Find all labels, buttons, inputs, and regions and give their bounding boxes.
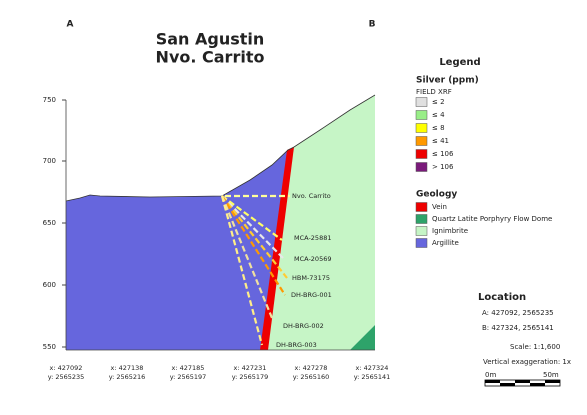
legend-swatch	[415, 136, 428, 146]
legend-swatch	[415, 162, 428, 172]
vein	[260, 147, 294, 350]
drill-hole	[221, 195, 286, 296]
legend-label: ≤ 8	[432, 124, 445, 132]
legend-swatch	[415, 214, 428, 224]
legend-heading: Silver (ppm)	[416, 76, 479, 86]
marker: B	[369, 20, 376, 30]
drill-hole-label: MCA-25881	[294, 234, 331, 242]
drill-hole	[220, 195, 264, 346]
station-x: x: 427278	[295, 364, 328, 372]
exaggeration: Vertical exaggeration: 1x	[483, 358, 571, 366]
legend-label: Argillite	[432, 239, 459, 247]
drill-hole-label: DH-BRG-001	[291, 291, 332, 299]
scale-segment	[500, 383, 515, 386]
legend-swatch	[415, 202, 428, 212]
scale-segment	[515, 380, 530, 383]
legend-label: Vein	[432, 203, 447, 211]
legend-swatch	[415, 97, 428, 107]
location-title: Location	[478, 292, 526, 303]
drill-hole	[220, 195, 274, 319]
location-b: B: 427324, 2565141	[482, 324, 554, 332]
elevation-label: 750	[43, 96, 56, 104]
station-y: y: 2565160	[293, 373, 330, 381]
legend-swatch	[415, 238, 428, 248]
legend-label: ≤ 4	[432, 111, 445, 119]
legend-label: > 106	[432, 163, 454, 171]
station-y: y: 2565235	[48, 373, 85, 381]
scale-end: 50m	[543, 371, 559, 379]
station-y: y: 2565216	[109, 373, 146, 381]
elevation-label: 600	[43, 281, 56, 289]
ignimbrite	[268, 95, 375, 350]
legend-heading: Geology	[416, 190, 457, 200]
topography	[65, 94, 376, 202]
legend-label: ≤ 2	[432, 98, 445, 106]
legend-title: Legend	[439, 57, 480, 68]
station-y: y: 2565179	[232, 373, 269, 381]
legend-swatch	[415, 123, 428, 133]
argillite	[66, 150, 288, 350]
legend-label: Quartz Latite Porphyry Flow Dome	[432, 215, 552, 223]
location-a: A: 427092, 2565235	[482, 309, 554, 317]
legend-subtitle: FIELD XRF	[416, 88, 452, 96]
station-y: y: 2565141	[354, 373, 391, 381]
scale-start: 0m	[485, 371, 496, 379]
station-y: y: 2565197	[170, 373, 207, 381]
quartz-latite	[350, 325, 375, 350]
drill-hole-label: HBM-73175	[292, 274, 330, 282]
station-x: x: 427231	[234, 364, 267, 372]
legend-swatch	[415, 110, 428, 120]
legend-label: ≤ 106	[432, 150, 454, 158]
scale-segment	[485, 380, 500, 383]
title: San Agustin	[156, 30, 265, 49]
surface-label: Nvo. Carrito	[292, 192, 331, 200]
drill-holes	[220, 194, 290, 346]
scale-segment	[530, 383, 545, 386]
drill-hole	[221, 195, 283, 241]
legend-swatch	[415, 226, 428, 236]
legend-label: ≤ 41	[432, 137, 449, 145]
marker: A	[67, 20, 74, 30]
scale-segment	[545, 380, 560, 383]
station-x: x: 427185	[172, 364, 205, 372]
station-x: x: 427138	[111, 364, 144, 372]
scale: Scale: 1:1,600	[510, 343, 560, 351]
drill-hole-label: MCA-20569	[294, 255, 331, 263]
station-x: x: 427324	[356, 364, 389, 372]
drill-hole	[221, 195, 284, 259]
drill-hole-label: DH-BRG-003	[276, 341, 317, 349]
elevation-label: 650	[43, 219, 56, 227]
elevation-label: 700	[43, 157, 56, 165]
title: Nvo. Carrito	[156, 48, 265, 67]
legend-label: Ignimbrite	[432, 227, 468, 235]
drill-hole-label: DH-BRG-002	[283, 322, 324, 330]
legend-swatch	[415, 149, 428, 159]
elevation-label: 550	[43, 343, 56, 351]
station-x: x: 427092	[50, 364, 83, 372]
